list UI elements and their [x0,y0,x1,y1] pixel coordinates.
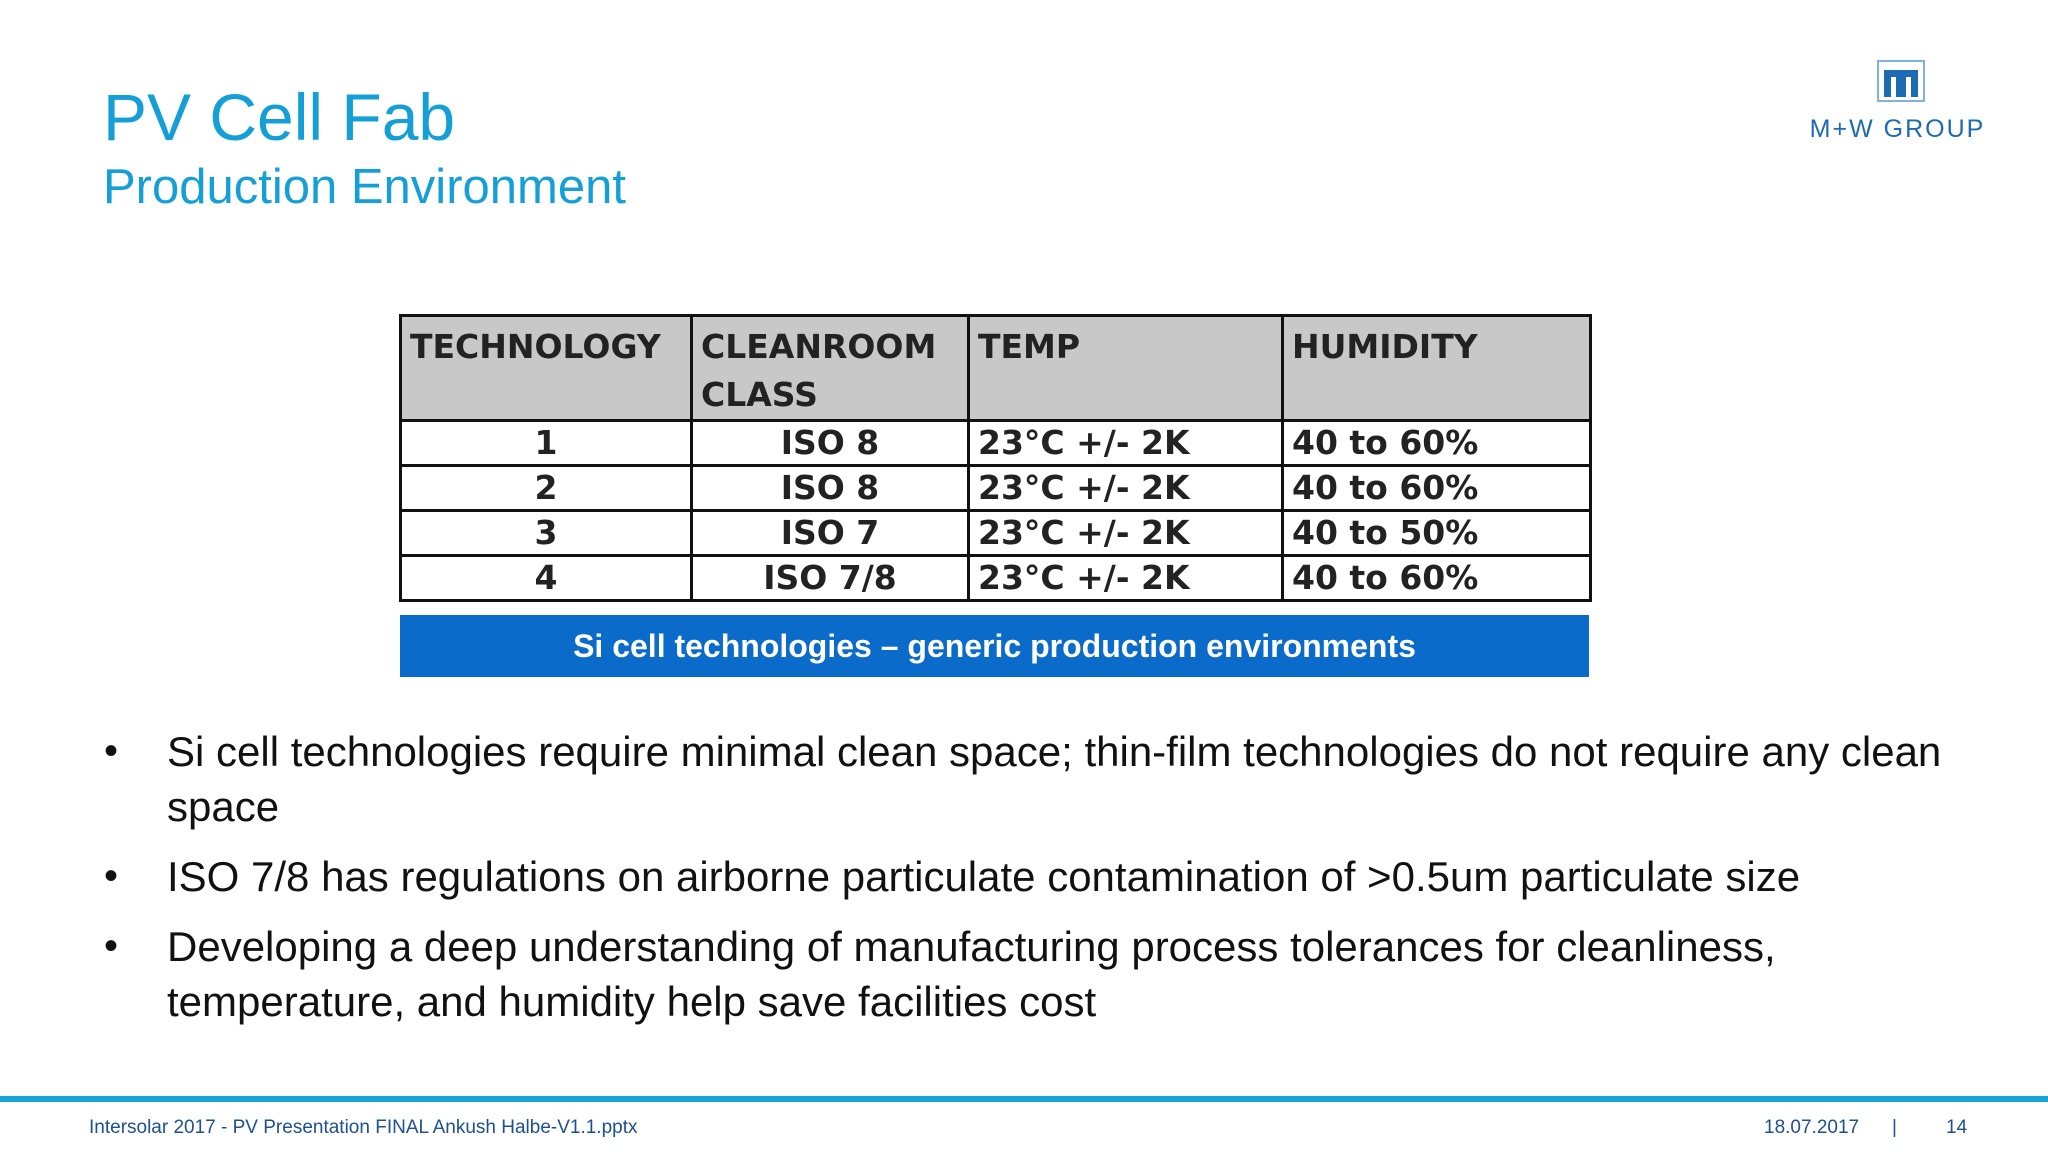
logo-text: M+W GROUP [1809,115,1986,143]
bullet-text: ISO 7/8 has regulations on airborne part… [167,853,1801,900]
bullet-dot-icon: • [104,729,119,773]
cell-temp: 23°C +/- 2K [967,509,1284,557]
cell-technology: 3 [399,509,693,557]
header-technology: TECHNOLOGY [399,314,693,422]
bullet-list: • Si cell technologies require minimal c… [100,724,2000,1044]
footer-separator: | [1892,1117,1897,1138]
environment-table: TECHNOLOGY CLEANROOM CLASS TEMP HUMIDITY… [399,314,1592,602]
cell-temp: 23°C +/- 2K [967,419,1284,467]
cell-cleanroom-class: ISO 7 [690,509,970,557]
footer-page-number: 14 [1946,1117,1968,1138]
cell-technology: 4 [399,554,693,602]
bullet-item: • ISO 7/8 has regulations on airborne pa… [100,849,2000,904]
bullet-dot-icon: • [104,854,119,898]
cell-humidity: 40 to 60% [1281,464,1592,512]
bullet-text: Si cell technologies require minimal cle… [167,728,1942,830]
cell-temp: 23°C +/- 2K [967,464,1284,512]
cell-cleanroom-class: ISO 7/8 [690,554,970,602]
slide-subtitle: Production Environment [103,160,626,214]
cell-humidity: 40 to 60% [1281,419,1592,467]
header-humidity: HUMIDITY [1281,314,1592,422]
table-row: 4 ISO 7/8 23°C +/- 2K 40 to 60% [399,554,1592,602]
cell-temp: 23°C +/- 2K [967,554,1284,602]
bullet-dot-icon: • [104,924,119,968]
cell-humidity: 40 to 60% [1281,554,1592,602]
table-caption: Si cell technologies – generic productio… [400,615,1589,677]
table-header-row: TECHNOLOGY CLEANROOM CLASS TEMP HUMIDITY [399,314,1592,422]
cell-cleanroom-class: ISO 8 [690,419,970,467]
footer-date: 18.07.2017 [1764,1117,1860,1138]
company-logo: M+W GROUP [1805,60,1990,150]
mw-logo-mark-icon [1877,60,1925,102]
table-row: 1 ISO 8 23°C +/- 2K 40 to 60% [399,419,1592,467]
bullet-text: Developing a deep understanding of manuf… [167,923,1776,1025]
footer-filename: Intersolar 2017 - PV Presentation FINAL … [89,1117,638,1138]
header-cleanroom-class: CLEANROOM CLASS [690,314,970,422]
footer-divider [0,1096,2048,1102]
environment-table-container: TECHNOLOGY CLEANROOM CLASS TEMP HUMIDITY… [399,314,1592,602]
slide-title: PV Cell Fab [103,80,456,154]
table-row: 2 ISO 8 23°C +/- 2K 40 to 60% [399,464,1592,512]
bullet-item: • Si cell technologies require minimal c… [100,724,2000,834]
cell-technology: 2 [399,464,693,512]
bullet-item: • Developing a deep understanding of man… [100,919,2000,1029]
table-row: 3 ISO 7 23°C +/- 2K 40 to 50% [399,509,1592,557]
cell-cleanroom-class: ISO 8 [690,464,970,512]
cell-humidity: 40 to 50% [1281,509,1592,557]
header-temp: TEMP [967,314,1284,422]
cell-technology: 1 [399,419,693,467]
